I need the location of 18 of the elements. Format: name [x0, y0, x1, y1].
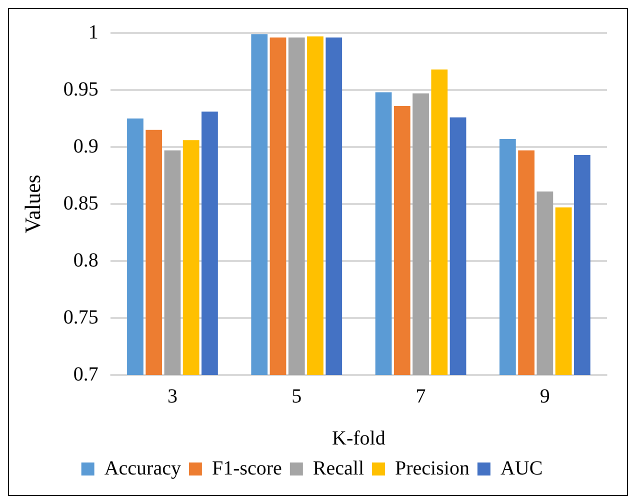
x-axis-title: K-fold	[332, 427, 386, 450]
x-tick-label: 7	[416, 385, 426, 408]
legend-label: Precision	[395, 457, 470, 480]
y-tick-label: 0.85	[63, 192, 98, 214]
x-tick-label: 9	[540, 385, 550, 408]
legend-label: F1-score	[212, 457, 282, 480]
y-tick-label: 0.95	[63, 78, 98, 100]
x-tick-label: 3	[167, 385, 178, 408]
legend-label: Recall	[312, 457, 364, 480]
y-tick-label: 0.9	[73, 135, 98, 158]
y-tick-label: 0.7	[73, 363, 98, 386]
y-tick-label: 0.8	[73, 249, 98, 272]
y-tick-label: 0.75	[63, 306, 98, 328]
y-tick-label: 1	[88, 21, 98, 44]
legend-label: Accuracy	[104, 457, 181, 480]
x-tick-label: 5	[292, 385, 302, 408]
legend-label: AUC	[500, 457, 543, 480]
y-axis-title: Values	[20, 174, 45, 234]
